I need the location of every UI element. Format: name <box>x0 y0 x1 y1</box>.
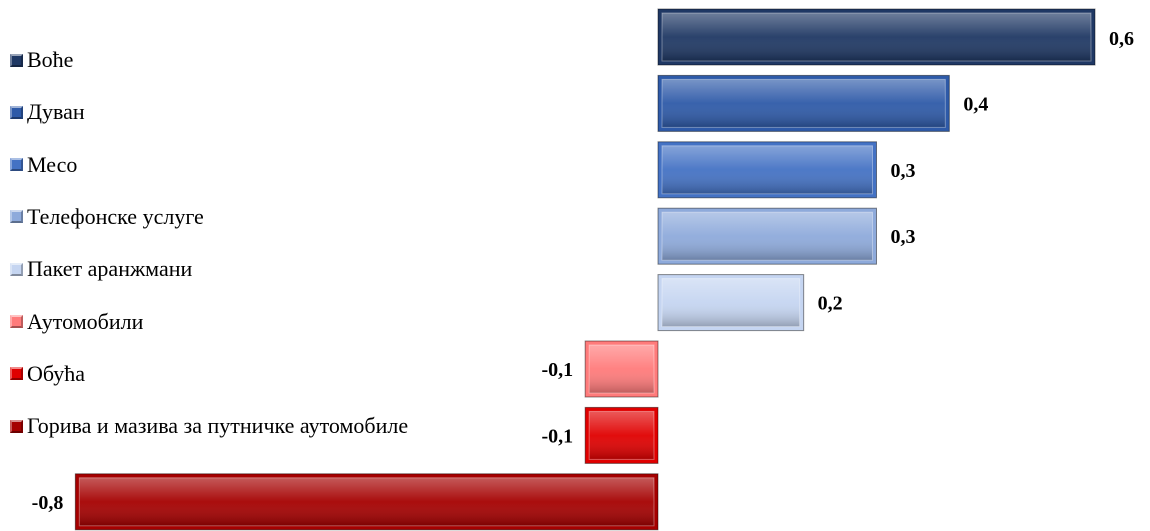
data-label-3: 0,3 <box>891 160 916 182</box>
legend-item-2: Дуван <box>10 99 85 125</box>
data-label-7: -0,1 <box>541 425 573 447</box>
legend-item-6: Аутомобили <box>10 309 143 335</box>
bar-8 <box>74 473 659 531</box>
legend-label: Месо <box>27 151 78 177</box>
legend-swatch <box>10 367 23 381</box>
legend-swatch <box>10 53 23 67</box>
bar-4 <box>657 207 877 265</box>
bar-5 <box>657 274 805 332</box>
data-label-6: -0,1 <box>541 359 573 381</box>
data-label-1: 0,6 <box>1109 28 1134 50</box>
bar-6 <box>584 340 659 398</box>
legend-swatch <box>10 262 23 276</box>
legend-label: Аутомобили <box>27 308 144 334</box>
legend-item-3: Месо <box>10 152 77 178</box>
legend-label: Обућа <box>27 360 86 386</box>
data-label-8: -0,8 <box>32 492 64 514</box>
legend-item-5: Пакет аранжмани <box>10 256 192 282</box>
legend-item-1: Воће <box>10 47 73 73</box>
legend-label: Телефонске услуге <box>27 203 204 229</box>
bar-1 <box>657 8 1096 66</box>
data-label-2: 0,4 <box>963 93 988 115</box>
legend-label: Воће <box>27 47 74 72</box>
legend-swatch <box>10 210 23 224</box>
legend-item-4: Телефонске услуге <box>10 204 204 230</box>
bars-group <box>74 8 1096 531</box>
legend-swatch <box>10 315 23 328</box>
legend-swatch <box>10 419 23 433</box>
legend-swatch <box>10 105 23 119</box>
legend-swatch <box>10 158 23 172</box>
bar-3 <box>657 141 877 199</box>
bar-2 <box>657 74 950 132</box>
data-label-5: 0,2 <box>818 293 843 315</box>
legend-label: Горива и мазива за путничке аутомобиле <box>27 413 409 439</box>
data-labels-group: 0,6 0,4 0,3 0,3 0,2 -0,1 -0,1 -0,8 <box>32 28 1134 514</box>
data-label-4: 0,3 <box>891 226 916 248</box>
legend-item-8: Горива и мазива за путничке аутомобиле <box>10 413 408 439</box>
legend-label: Пакет аранжмани <box>27 256 193 282</box>
legend-item-7: Обућа <box>10 361 85 387</box>
legend-label: Дуван <box>27 99 85 125</box>
bar-7 <box>584 406 659 464</box>
